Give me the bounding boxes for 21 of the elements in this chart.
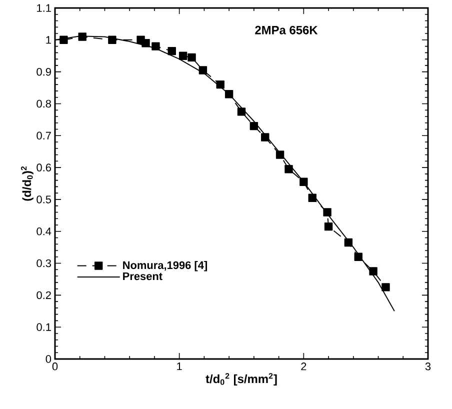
y-tick-label: 0.7	[36, 132, 51, 140]
y-tick-label: 0.4	[36, 227, 52, 236]
y-tick-label: 0	[46, 355, 52, 363]
text: 2MPa 656K	[255, 26, 318, 34]
x-tick-label: 2	[301, 362, 306, 370]
y-tick-label: 0.9	[36, 68, 51, 76]
y-tick-label: 0.3	[36, 259, 51, 268]
legend-label: Present	[123, 272, 162, 280]
y-tick-label: 0.8	[36, 100, 51, 108]
legend-label: Nomura,1996 [4]	[123, 261, 207, 272]
y-tick-label: 1	[46, 36, 51, 44]
x-tick-label: 1	[177, 362, 182, 370]
y-tick-label: 0.6	[36, 164, 51, 172]
y-tick-label: 0.1	[36, 323, 51, 331]
y-tick-label: 0.2	[36, 291, 51, 300]
x-axis-title: t/d$_{0}$$^{2}$ [s/mm$^{2}$]	[206, 373, 277, 386]
y-tick-label: 0.5	[36, 196, 52, 204]
x-tick-label: 3	[425, 362, 431, 370]
y-tick-label: 1.1	[37, 4, 51, 12]
x-tick-label: 0	[52, 362, 58, 370]
y-axis-title: (d/d$_{0}$)$^{2}$	[21, 166, 34, 201]
